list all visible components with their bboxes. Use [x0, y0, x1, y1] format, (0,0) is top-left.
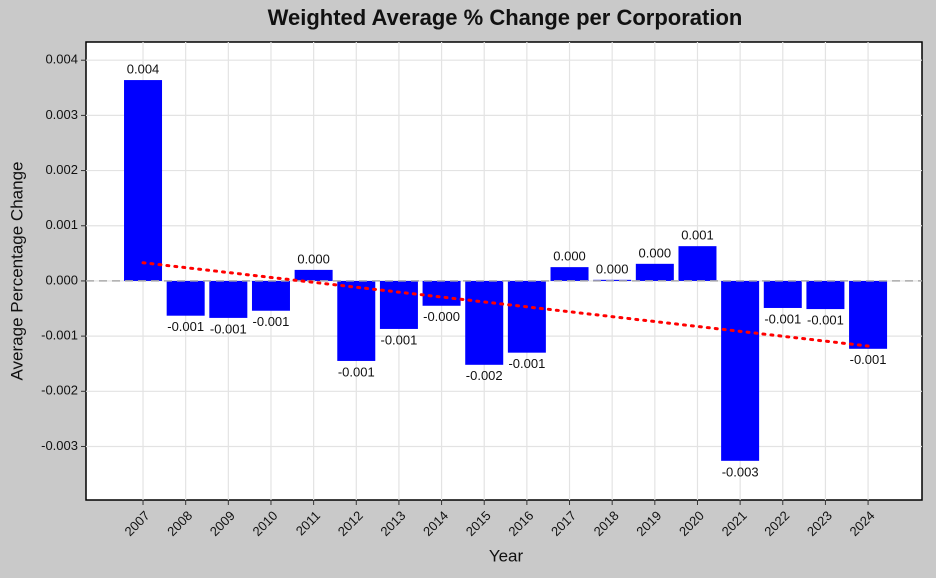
x-tick-label: 2015	[463, 508, 494, 539]
x-axis-title: Year	[489, 546, 524, 565]
x-tick-label: 2020	[676, 508, 707, 539]
data-label: 0.001	[681, 228, 714, 243]
data-label: -0.001	[764, 311, 801, 326]
data-label: -0.001	[167, 319, 204, 334]
data-label: -0.001	[807, 313, 844, 328]
x-tick-label: 2019	[633, 508, 664, 539]
data-label: -0.001	[508, 356, 545, 371]
x-tick-label: 2012	[335, 508, 366, 539]
trend-line	[141, 261, 870, 348]
marks	[124, 80, 888, 461]
data-label: -0.002	[466, 368, 503, 383]
bar	[166, 280, 205, 316]
bar	[294, 269, 333, 281]
y-tick-label: -0.002	[41, 383, 78, 398]
x-tick-label: 2018	[591, 508, 622, 539]
x-tick-label: 2010	[249, 508, 280, 539]
y-tick-label: 0.003	[45, 107, 78, 122]
bar	[465, 280, 504, 365]
x-tick-label: 2024	[847, 508, 878, 539]
bar	[337, 280, 376, 361]
bar	[550, 267, 589, 281]
bar	[379, 280, 418, 329]
data-label: -0.000	[423, 309, 460, 324]
x-tick-label: 2009	[207, 508, 238, 539]
data-label: -0.001	[850, 352, 887, 367]
bar	[251, 280, 290, 311]
y-axis-title: Average Percentage Change	[7, 162, 26, 381]
bar	[507, 280, 546, 353]
x-tick-label: 2021	[719, 508, 750, 539]
bar	[806, 280, 845, 310]
bar	[721, 280, 760, 461]
plot-panel	[85, 41, 923, 501]
data-label: 0.000	[553, 249, 586, 264]
bar	[124, 80, 163, 281]
bar	[635, 263, 674, 281]
y-tick-label: 0.004	[45, 52, 78, 67]
x-tick-label: 2022	[761, 508, 792, 539]
bar	[209, 280, 248, 318]
bar	[422, 280, 461, 306]
chart-title: Weighted Average % Change per Corporatio…	[268, 5, 743, 30]
data-label: 0.000	[596, 261, 629, 276]
data-label: -0.001	[253, 314, 290, 329]
bar	[763, 280, 802, 308]
y-tick-label: 0.001	[45, 217, 78, 232]
data-label: -0.001	[380, 332, 417, 347]
x-tick-label: 2013	[377, 508, 408, 539]
data-label: -0.001	[210, 321, 247, 336]
x-tick-label: 2014	[420, 508, 451, 539]
y-tick-label: -0.001	[41, 328, 78, 343]
x-tick-label: 2007	[122, 508, 153, 539]
x-tick-label: 2011	[293, 508, 323, 538]
data-label: 0.000	[639, 245, 672, 260]
bar	[678, 246, 717, 281]
y-tick-label: 0.000	[45, 272, 78, 287]
y-tick-label: -0.003	[41, 438, 78, 453]
data-label: 0.000	[297, 251, 330, 266]
bar	[849, 280, 888, 349]
x-tick-label: 2023	[804, 508, 835, 539]
data-label: -0.003	[722, 464, 759, 479]
x-tick-label: 2017	[548, 508, 579, 539]
data-label: -0.001	[338, 364, 375, 379]
x-tick-label: 2008	[164, 508, 195, 539]
data-label: 0.004	[127, 62, 160, 77]
y-tick-label: 0.002	[45, 162, 78, 177]
x-tick-label: 2016	[505, 508, 536, 539]
